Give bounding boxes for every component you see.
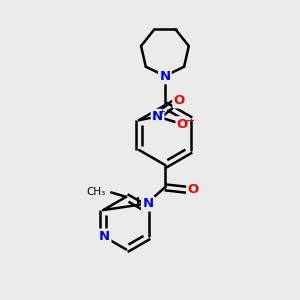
- Text: CH₃: CH₃: [86, 188, 105, 197]
- Text: N: N: [159, 70, 170, 83]
- Text: O: O: [177, 118, 188, 130]
- Text: O: O: [188, 183, 199, 196]
- Text: −: −: [184, 115, 195, 128]
- Text: N: N: [152, 110, 163, 123]
- Text: N: N: [99, 230, 110, 243]
- Text: +: +: [158, 107, 165, 116]
- Text: O: O: [174, 94, 185, 107]
- Text: N: N: [142, 197, 154, 210]
- Text: H: H: [136, 197, 146, 207]
